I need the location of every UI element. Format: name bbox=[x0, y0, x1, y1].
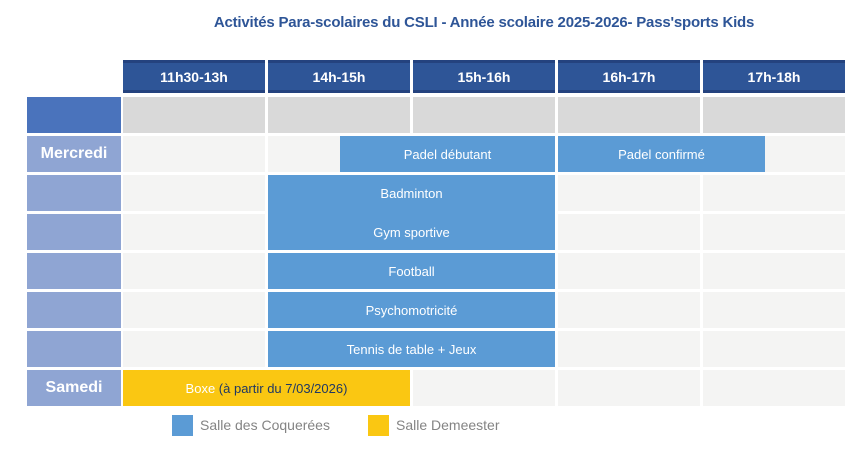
grid-cell bbox=[123, 331, 265, 367]
grid-cell bbox=[558, 331, 700, 367]
grid-cell bbox=[123, 136, 265, 172]
day-cell-mercredi: Mercredi bbox=[27, 136, 121, 172]
activity-bar-boxe: Boxe (à partir du 7/03/2026) bbox=[123, 370, 410, 406]
activity-bar-football: Football bbox=[268, 253, 555, 289]
header-cell-17h-18h: 17h-18h bbox=[703, 60, 845, 93]
grid-cell bbox=[558, 214, 700, 250]
header-cell-14h-15h: 14h-15h bbox=[268, 60, 410, 93]
grid-cell bbox=[703, 214, 845, 250]
activity-note-boxe: (à partir du 7/03/2026) bbox=[218, 380, 348, 396]
activity-bar-padel-confirme: Padel confirmé bbox=[558, 136, 765, 172]
day-cell-empty bbox=[27, 253, 121, 289]
grid-cell bbox=[703, 175, 845, 211]
grid-cell bbox=[558, 175, 700, 211]
day-cell-empty bbox=[27, 292, 121, 328]
legend-swatch-salle-demeester bbox=[368, 415, 389, 436]
legend-label-salle-demeester: Salle Demeester bbox=[396, 417, 500, 433]
grid-cell bbox=[413, 97, 555, 133]
grid-cell bbox=[123, 214, 265, 250]
day-cell-empty bbox=[27, 214, 121, 250]
activity-label-boxe: Boxe bbox=[185, 380, 219, 396]
grid-cell bbox=[703, 292, 845, 328]
grid-cell bbox=[558, 292, 700, 328]
grid-cell bbox=[413, 370, 555, 406]
activity-bar-badminton: Badminton Gym sportive bbox=[268, 175, 555, 250]
day-cell-empty bbox=[27, 331, 121, 367]
day-cell-samedi: Samedi bbox=[27, 370, 121, 406]
grid-cell bbox=[703, 370, 845, 406]
activity-label-badminton: Badminton bbox=[380, 185, 443, 201]
header-cell-16h-17h: 16h-17h bbox=[558, 60, 700, 93]
day-cell-empty bbox=[27, 175, 121, 211]
header-cell-15h-16h: 15h-16h bbox=[413, 60, 555, 93]
grid-cell bbox=[123, 253, 265, 289]
grid-cell bbox=[703, 331, 845, 367]
day-cell-empty bbox=[27, 97, 121, 133]
grid-cell bbox=[703, 253, 845, 289]
grid-cell bbox=[123, 97, 265, 133]
activity-bar-padel-debutant: Padel débutant bbox=[340, 136, 555, 172]
activity-label-gym-sportive: Gym sportive bbox=[373, 224, 450, 240]
activity-bar-psychomotricite: Psychomotricité bbox=[268, 292, 555, 328]
page-title: Activités Para-scolaires du CSLI - Année… bbox=[213, 14, 755, 31]
grid-cell bbox=[123, 292, 265, 328]
header-cell-11h30-13h: 11h30-13h bbox=[123, 60, 265, 93]
grid-cell bbox=[558, 253, 700, 289]
grid-cell bbox=[558, 97, 700, 133]
grid-cell bbox=[558, 370, 700, 406]
legend-label-salle-des-coquerees: Salle des Coquerées bbox=[200, 417, 330, 433]
activity-bar-tennis-de-table-jeux: Tennis de table + Jeux bbox=[268, 331, 555, 367]
grid-cell bbox=[703, 97, 845, 133]
grid-cell bbox=[123, 175, 265, 211]
legend-swatch-salle-des-coquerees bbox=[172, 415, 193, 436]
grid-cell bbox=[268, 97, 410, 133]
